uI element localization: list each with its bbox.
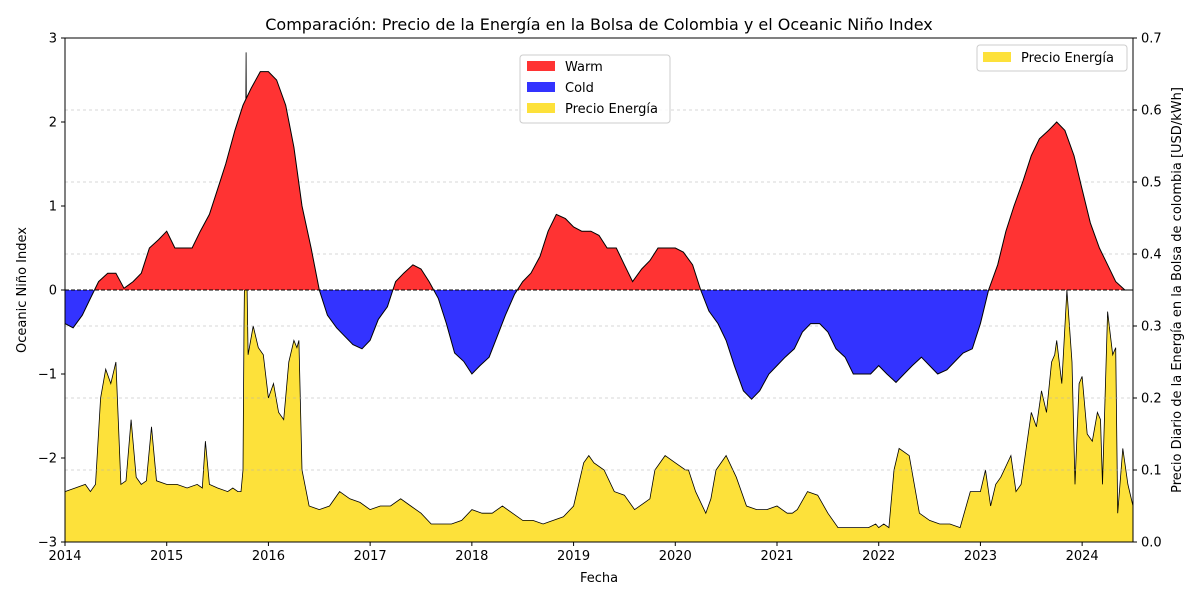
legend-cold-swatch (527, 82, 555, 92)
legend-secondary: Precio Energía (976, 44, 1128, 72)
x-tick-label: 2022 (862, 549, 895, 564)
x-tick-label: 2016 (252, 549, 285, 564)
oni-warm-area (65, 71, 1133, 290)
axes-layer: 2014 2015 2016 2017 2018 2019 2020 2021 2022 2023… (38, 32, 1162, 565)
legend-cold-label: Cold (565, 81, 594, 96)
chart-title: Comparación: Precio de la Energía en la … (265, 15, 933, 34)
price-area (65, 52, 1133, 543)
price-area-layer (64, 52, 1134, 543)
oni-area-layer (64, 71, 1133, 400)
y-left-tick-label: −1 (38, 368, 57, 383)
y-right-tick-label: 0.2 (1141, 392, 1162, 407)
y-left-tick-label: 2 (49, 116, 57, 131)
legend-main: Warm Cold Precio Energía (519, 54, 671, 124)
x-tick-label: 2018 (455, 549, 488, 564)
x-tick-label: 2024 (1066, 549, 1099, 564)
y-right-tick-label: 0.6 (1141, 104, 1162, 119)
y-left-tick-label: 1 (49, 200, 57, 215)
y-axis-label-right: Precio Diario de la Energía en la Bolsa … (1170, 87, 1185, 493)
y-right-tick-label: 0.4 (1141, 248, 1162, 263)
y-right-tick-label: 0.5 (1141, 176, 1162, 191)
legend-secondary-label: Precio Energía (1021, 51, 1114, 66)
x-tick-label: 2017 (354, 549, 387, 564)
y-right-tick-label: 0.3 (1141, 320, 1162, 335)
x-tick-label: 2021 (760, 549, 793, 564)
y-right-tick-label: 0.7 (1141, 32, 1162, 47)
x-tick-label: 2020 (659, 549, 692, 564)
x-tick-label: 2019 (557, 549, 590, 564)
x-axis-label: Fecha (580, 571, 618, 586)
legend-warm-swatch (527, 61, 555, 71)
y-axis-label-left: Oceanic Niño Index (15, 227, 30, 353)
legend-secondary-frame (976, 44, 1128, 72)
legend-price-label: Precio Energía (565, 102, 658, 117)
y-left-tick-label: −2 (38, 452, 57, 467)
oni-line (64, 71, 1133, 400)
y-left-tick-label: −3 (38, 536, 57, 551)
x-tick-label: 2023 (964, 549, 997, 564)
legend-price-swatch (527, 103, 555, 113)
legend-warm-label: Warm (565, 60, 603, 75)
x-tick-label: 2014 (48, 549, 81, 564)
price-line (64, 52, 1134, 529)
y-left-tick-label: 0 (49, 284, 57, 299)
y-left-tick-label: 3 (49, 32, 57, 47)
legend-main-frame (519, 54, 671, 124)
y-right-tick-label: 0.0 (1141, 536, 1162, 551)
oni-cold-area (65, 290, 1133, 400)
x-tick-label: 2015 (150, 549, 183, 564)
y-right-tick-label: 0.1 (1141, 464, 1162, 479)
legend-secondary-swatch (983, 52, 1011, 62)
